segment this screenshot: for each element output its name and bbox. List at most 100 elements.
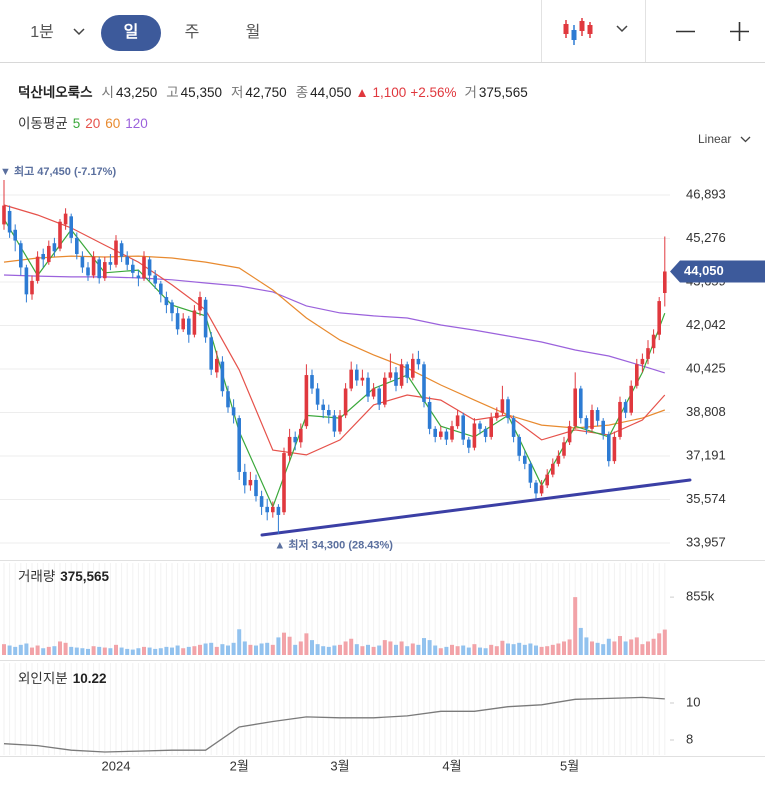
- dropdown-chevron[interactable]: [616, 25, 628, 33]
- volume-bar: [506, 643, 510, 655]
- y-tick-label: 8: [686, 731, 693, 746]
- volume-bar: [489, 644, 494, 655]
- panel-title-name: 거래량: [18, 569, 55, 584]
- candle-body: [383, 377, 387, 405]
- volume-bar: [276, 637, 281, 655]
- volume-bar: [304, 633, 309, 655]
- candle-body: [103, 262, 107, 279]
- candle-body: [237, 418, 241, 472]
- volume-bar: [58, 641, 62, 655]
- panel-title: 외인지분 10.22: [18, 671, 106, 686]
- candle-body: [517, 436, 521, 456]
- trend-line[interactable]: [260, 478, 692, 537]
- volume-bar: [662, 629, 667, 655]
- candle-body: [187, 318, 191, 335]
- ma-legend: 이동평균 5 20 60 120: [18, 116, 148, 131]
- candle-body: [80, 256, 85, 268]
- candle-body: [343, 388, 348, 416]
- volume-bar: [511, 644, 516, 655]
- chart-type-icon[interactable]: [563, 18, 593, 45]
- change: ▲ 1,100: [355, 85, 406, 100]
- scale-mode[interactable]: Linear: [698, 132, 731, 146]
- candle-body: [24, 267, 29, 295]
- candle-body: [254, 479, 258, 497]
- candle-body: [444, 431, 449, 440]
- volume-bar: [494, 646, 499, 655]
- volume-bar: [35, 645, 40, 655]
- volume-bar: [86, 648, 90, 655]
- volume-bar: [573, 597, 578, 655]
- candle-body: [455, 415, 460, 427]
- volume-bar: [237, 629, 242, 655]
- volume-bar: [349, 638, 354, 655]
- volume-bar: [164, 646, 169, 655]
- legend-entry: 120: [125, 116, 148, 131]
- volume-bar: [298, 641, 303, 655]
- info-value: 45,350: [181, 85, 222, 100]
- candle-body: [523, 455, 527, 464]
- interval-tab[interactable]: 주: [185, 24, 200, 41]
- volume-bar: [360, 646, 365, 655]
- info-label: 거: [464, 85, 476, 100]
- panel-title-value: 375,565: [60, 569, 109, 584]
- volume-bar: [108, 648, 113, 655]
- candle-body: [58, 221, 62, 249]
- volume-bar: [220, 644, 225, 655]
- candle-body: [573, 388, 577, 427]
- volume-bar: [153, 648, 158, 655]
- panel-title: 거래량 375,565: [18, 569, 110, 584]
- candle-body: [355, 369, 359, 381]
- candle-body: [478, 423, 482, 429]
- candle-body: [304, 375, 309, 427]
- candle-body: [489, 418, 493, 437]
- candle-body: [663, 271, 667, 294]
- last-price-label: 44,050: [684, 263, 724, 278]
- candle-body: [332, 415, 337, 432]
- scale-chevron[interactable]: [740, 136, 751, 143]
- volume-bar: [606, 638, 611, 655]
- volume-bar: [612, 641, 617, 655]
- volume-bar: [158, 648, 163, 655]
- dropdown-chevron[interactable]: [73, 28, 85, 36]
- y-tick-label: 45,276: [686, 230, 726, 245]
- selected-pill: [101, 15, 161, 51]
- candle-body: [91, 256, 96, 276]
- volume-bar: [562, 641, 566, 655]
- zoom-in-button[interactable]: [730, 22, 749, 41]
- volume-bar: [30, 647, 34, 655]
- candle-body: [472, 423, 477, 448]
- volume-bar: [175, 645, 180, 655]
- candle-body: [47, 245, 51, 263]
- candle-body: [349, 369, 353, 389]
- volume-bar: [651, 638, 656, 655]
- candle-body: [175, 313, 180, 330]
- candle-body: [338, 415, 342, 432]
- candle-body: [7, 210, 12, 233]
- candle-body: [63, 213, 68, 225]
- candle-body: [321, 404, 325, 411]
- interval-tab[interactable]: 월: [246, 23, 261, 41]
- candle-body: [439, 431, 443, 437]
- x-tick-label: 4월: [442, 758, 461, 773]
- interval-tab[interactable]: 1분: [30, 24, 54, 41]
- candle-body: [360, 377, 365, 381]
- volume-bar: [97, 646, 102, 655]
- candle-body: [203, 299, 208, 338]
- last-price-tag: [670, 260, 765, 283]
- x-tick-label: 2월: [230, 758, 249, 773]
- x-tick-label: 3월: [330, 758, 349, 773]
- volume-bar: [259, 643, 264, 655]
- candle-body: [377, 388, 381, 405]
- candle-body: [215, 358, 219, 373]
- candle-body: [220, 361, 225, 392]
- legend-entry: 60: [105, 116, 120, 131]
- candle-body: [35, 256, 40, 281]
- y-tick-label: 46,893: [686, 186, 726, 201]
- volume-bar: [198, 644, 202, 655]
- candle-body: [595, 410, 600, 421]
- candle-body: [584, 418, 589, 429]
- volume-bar: [310, 640, 314, 655]
- interval-tab[interactable]: 일: [124, 23, 139, 41]
- candle-body: [651, 334, 656, 349]
